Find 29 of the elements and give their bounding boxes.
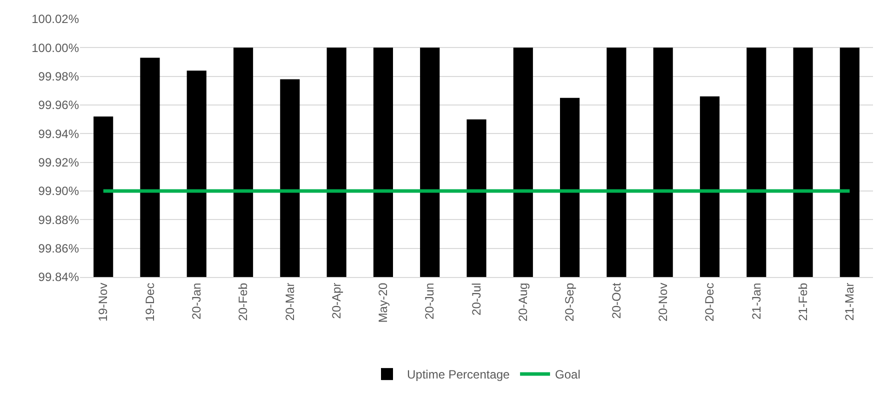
x-tick-label: 20-Sep xyxy=(562,282,577,322)
x-tick-label: 20-Jan xyxy=(190,282,204,320)
y-tick-label: 99.88% xyxy=(38,212,80,227)
x-tick-label: 20-Feb xyxy=(236,282,250,321)
x-tick-label: 20-Jul xyxy=(469,282,484,316)
x-tick-label: 19-Nov xyxy=(96,282,110,322)
y-tick-label: 100.02% xyxy=(32,12,80,26)
x-tick-label: 20-Apr xyxy=(329,282,344,319)
y-tick-label: 99.96% xyxy=(38,98,80,112)
x-tick-label: 20-Nov xyxy=(656,282,670,322)
x-tick-label: May-20 xyxy=(376,282,390,323)
legend-label: Goal xyxy=(555,368,580,382)
x-tick-label: 20-Mar xyxy=(282,282,297,321)
y-tick-label: 99.94% xyxy=(38,126,80,141)
x-tick-label: 21-Jan xyxy=(749,282,764,320)
x-tick-label: 20-Aug xyxy=(516,282,530,322)
y-tick-label: 100.00% xyxy=(32,40,80,55)
x-tick-label: 19-Dec xyxy=(142,282,157,322)
x-tick-label: 20-Oct xyxy=(609,282,624,319)
x-tick-label: 21-Mar xyxy=(842,282,857,321)
x-tick-label: 20-Dec xyxy=(702,282,717,322)
y-tick-label: 99.98% xyxy=(38,70,80,84)
y-tick-label: 99.86% xyxy=(38,242,80,256)
legend-label: Uptime Percentage xyxy=(407,368,510,382)
y-tick-label: 99.84% xyxy=(38,270,80,284)
x-tick-label: 20-Jun xyxy=(422,282,437,320)
y-tick-label: 99.90% xyxy=(38,184,80,198)
y-tick-label: 99.92% xyxy=(38,156,80,170)
x-tick-label: 21-Feb xyxy=(796,282,810,321)
